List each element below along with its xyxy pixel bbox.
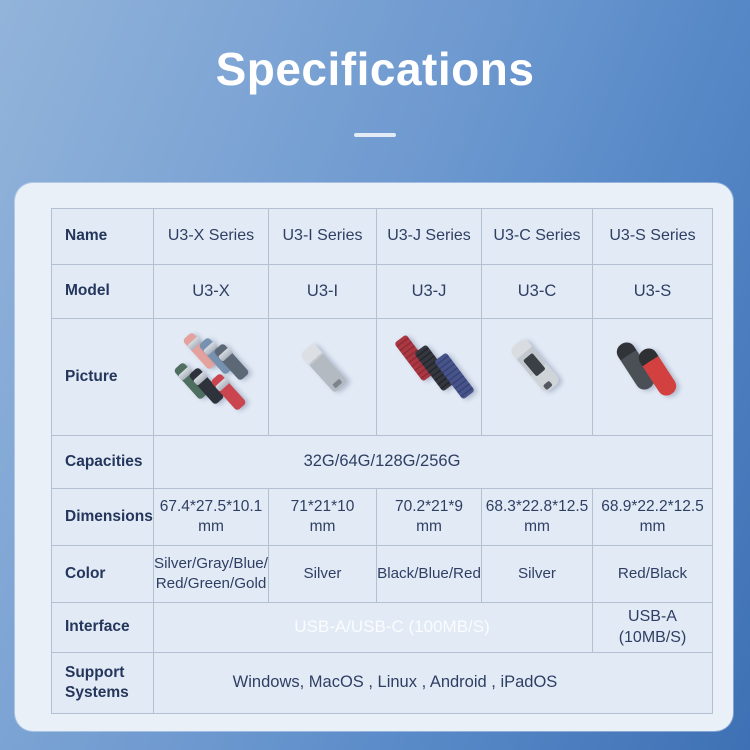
color-u3c: Silver <box>482 546 592 602</box>
title-divider <box>354 133 396 137</box>
interface-u3s: USB-A (10MB/S) <box>593 603 712 652</box>
support-systems-text: Windows, MacOS , Linux , Android , iPadO… <box>232 673 558 692</box>
color-value: Silver <box>303 565 342 583</box>
series-name-u3j: U3-J Series <box>377 209 481 264</box>
dimension-unit: mm <box>309 518 336 535</box>
u3s-two-drives-image <box>593 319 712 435</box>
series-name-u3c: U3-C Series <box>482 209 592 264</box>
dimensions-u3x: 67.4*27.5*10.1 mm <box>154 489 268 545</box>
support-systems-value: Windows, MacOS , Linux , Android , iPadO… <box>154 653 712 713</box>
dimension-unit: mm <box>524 518 550 535</box>
row-label-interface: Interface <box>52 603 153 652</box>
row-label-model: Model <box>52 265 153 318</box>
capacities-text: 32G/64G/128G/256G <box>303 452 461 471</box>
drive-panel <box>523 352 546 377</box>
row-label-dimensions: Dimensions <box>52 489 153 545</box>
picture-cell-u3x <box>154 319 268 435</box>
row-label-picture: Picture <box>52 319 153 435</box>
row-label-color: Color <box>52 546 153 602</box>
dimensions-u3j: 70.2*21*9 mm <box>377 489 481 545</box>
dimensions-u3s: 68.9*22.2*12.5 mm <box>593 489 712 545</box>
color-value: Silver/Gray/Blue/ <box>154 555 268 573</box>
color-value: Red/Black <box>617 565 688 583</box>
picture-cell-u3c <box>482 319 592 435</box>
color-u3j: Black/Blue/Red <box>377 546 481 602</box>
model-u3x: U3-X <box>154 265 268 318</box>
specifications-table: Name U3-X Series U3-I Series U3-J Series… <box>51 208 713 714</box>
row-label-name: Name <box>52 209 153 264</box>
u3c-silver-drive-image <box>482 319 592 435</box>
color-value: Red/Green/Gold <box>155 575 267 592</box>
row-label-capacities: Capacities <box>52 436 153 488</box>
series-name-u3i: U3-I Series <box>269 209 376 264</box>
dimension-unit: mm <box>198 518 224 535</box>
capacities-value: 32G/64G/128G/256G <box>154 436 712 488</box>
color-value: Silver <box>518 565 556 583</box>
model-u3c: U3-C <box>482 265 592 318</box>
series-name-u3s: U3-S Series <box>593 209 712 264</box>
dimensions-u3c: 68.3*22.8*12.5 mm <box>482 489 592 545</box>
color-u3x: Silver/Gray/Blue/Red/Green/Gold <box>154 546 268 602</box>
dimensions-u3i: 71*21*10 mm <box>269 489 376 545</box>
page-title: Specifications <box>215 43 535 95</box>
u3x-six-drives-image <box>154 319 268 435</box>
interface-shared-text: USB-A/USB-C (100MB/S) <box>294 617 490 637</box>
picture-cell-u3s <box>593 319 712 435</box>
color-value: Black/Blue/Red <box>377 565 481 583</box>
u3j-three-drives-image <box>377 319 481 435</box>
interface-shared-cell: USB-A/USB-C (100MB/S) <box>154 603 592 652</box>
dimension-value: 68.9*22.2*12.5 <box>601 497 704 515</box>
picture-cell-u3i <box>269 319 376 435</box>
dimension-value: 71*21*10 <box>290 497 355 515</box>
model-u3i: U3-I <box>269 265 376 318</box>
dimension-value: 70.2*21*9 <box>394 497 464 515</box>
picture-cell-u3j <box>377 319 481 435</box>
model-u3s: U3-S <box>593 265 712 318</box>
series-name-u3x: U3-X Series <box>154 209 268 264</box>
dimension-unit: mm <box>416 518 442 535</box>
usb-drive-silver-icon <box>509 337 561 394</box>
usb-drive-silver-icon <box>299 342 349 394</box>
dimension-unit: mm <box>639 518 666 535</box>
specifications-card: Name U3-X Series U3-I Series U3-J Series… <box>15 183 733 731</box>
u3i-silver-drive-image <box>269 319 376 435</box>
row-label-support-systems: Support Systems <box>52 653 153 713</box>
color-u3i: Silver <box>269 546 376 602</box>
dimension-value: 68.3*22.8*12.5 <box>485 497 589 515</box>
model-u3j: U3-J <box>377 265 481 318</box>
dimension-value: 67.4*27.5*10.1 <box>159 497 263 515</box>
color-u3s: Red/Black <box>593 546 712 602</box>
